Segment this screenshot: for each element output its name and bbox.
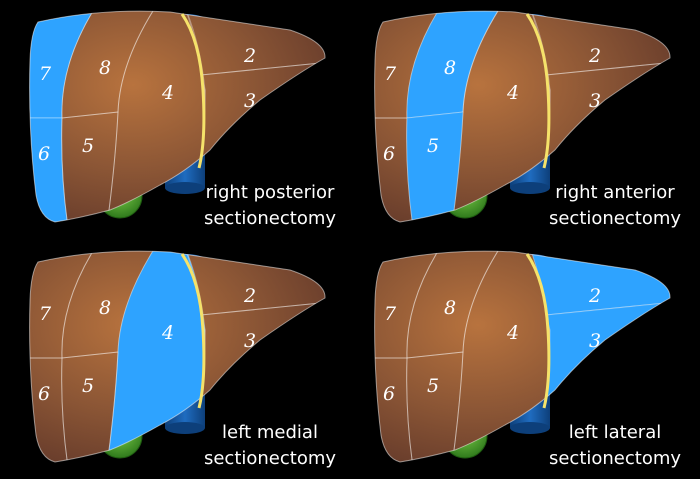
- segment-label: 2: [588, 285, 601, 307]
- segment-label: 3: [244, 90, 256, 112]
- segment-region: [374, 357, 416, 462]
- segment-label: 5: [427, 135, 439, 157]
- falciform-fissure: [180, 13, 206, 169]
- ivc-bottom: [510, 182, 550, 194]
- segment-label: 5: [427, 375, 439, 397]
- segment-region: [29, 357, 71, 462]
- panel: 7 8 4 2 3 6 5 right anterior sectionectomy: [374, 10, 681, 229]
- segment-region: [406, 111, 464, 222]
- liver-outline: [29, 250, 326, 463]
- caption: right anterior: [555, 182, 675, 203]
- falciform-fissure: [180, 253, 206, 409]
- segment-label: 4: [161, 82, 174, 104]
- segment-region: [61, 11, 161, 119]
- segment-label: 6: [38, 383, 50, 405]
- segment-label: 8: [99, 297, 111, 319]
- caption: sectionectomy: [549, 208, 681, 229]
- segment-label: 5: [82, 375, 94, 397]
- segment-region: [61, 111, 119, 222]
- segment-label: 8: [444, 297, 456, 319]
- segment-label: 8: [99, 57, 111, 79]
- segment-region: [61, 351, 119, 462]
- falciform-fissure: [525, 253, 551, 409]
- segment-region: [29, 251, 101, 359]
- segment-label: 2: [588, 45, 601, 67]
- segment-region: [406, 251, 506, 359]
- ivc-bottom: [165, 422, 205, 434]
- segment-label: 4: [506, 82, 519, 104]
- caption: left lateral: [569, 422, 661, 443]
- segment-label: 3: [244, 330, 256, 352]
- falciform-fissure: [525, 13, 551, 169]
- segment-label: 6: [383, 383, 395, 405]
- caption: left medial: [222, 422, 318, 443]
- segment-label: 3: [589, 330, 601, 352]
- segment-label: 6: [383, 143, 395, 165]
- segment-region: [29, 11, 101, 119]
- segment-label: 6: [38, 143, 50, 165]
- caption: sectionectomy: [204, 448, 336, 469]
- segment-region: [526, 251, 671, 316]
- segment-label: 3: [589, 90, 601, 112]
- segment-label: 4: [506, 322, 519, 344]
- liver-outline: [374, 10, 671, 223]
- ivc-bottom: [510, 422, 550, 434]
- segment-label: 7: [384, 63, 397, 85]
- liver: [29, 11, 326, 222]
- panel: 7 8 4 2 3 6 5 left lateral sectionectomy: [374, 250, 681, 469]
- segment-label: 2: [243, 45, 256, 67]
- segment-label: 4: [161, 322, 174, 344]
- segment-region: [406, 351, 464, 462]
- segment-label: 5: [82, 135, 94, 157]
- segment-region: [29, 117, 71, 222]
- segment-label: 7: [39, 303, 52, 325]
- caption: sectionectomy: [204, 208, 336, 229]
- ivc-bottom: [165, 182, 205, 194]
- segment-region: [374, 251, 446, 359]
- liver-outline: [374, 250, 671, 463]
- caption: sectionectomy: [549, 448, 681, 469]
- liver-outline: [29, 10, 326, 223]
- panel: 7 8 4 2 3 6 5 left medial sectionectomy: [29, 250, 336, 469]
- segment-label: 2: [243, 285, 256, 307]
- caption: right posterior: [206, 182, 335, 203]
- segment-label: 7: [39, 63, 52, 85]
- segment-label: 8: [444, 57, 456, 79]
- panel: 7 8 4 2 3 6 5 right posterior sectionectomy: [29, 10, 336, 229]
- segment-label: 7: [384, 303, 397, 325]
